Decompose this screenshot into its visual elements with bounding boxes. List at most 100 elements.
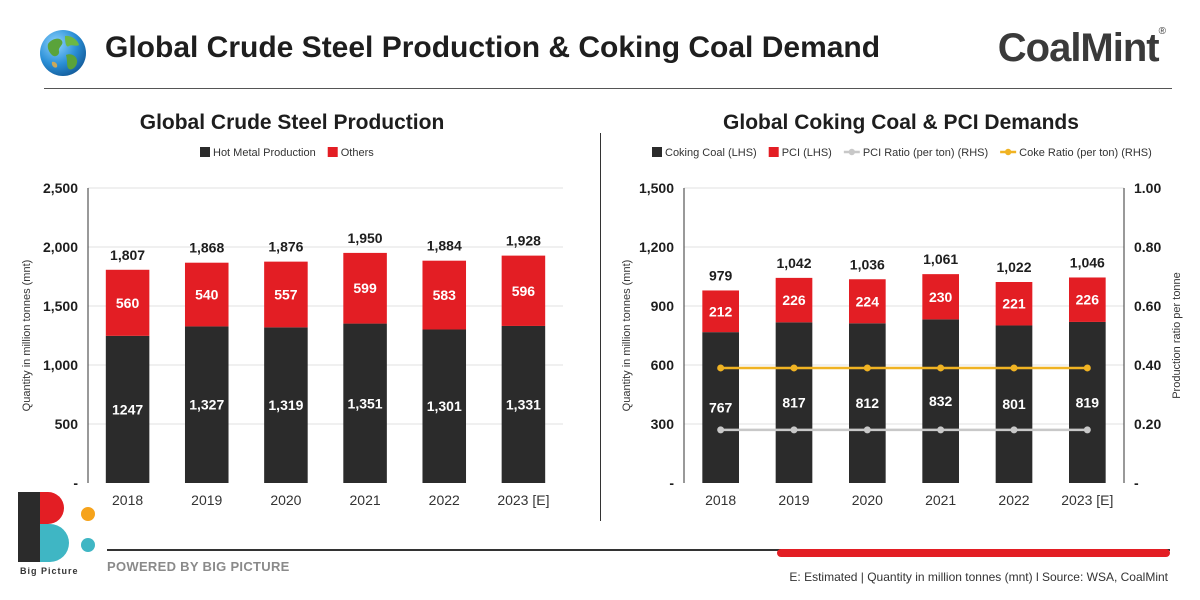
- chart1-total-label-5: 1,884: [427, 238, 462, 254]
- chart1-xtick-4: 2021: [350, 492, 381, 508]
- chart2-bar-label-1-5: 801: [1002, 396, 1026, 412]
- chart2-legend-label-3: PCI Ratio (per ton) (RHS): [863, 147, 988, 159]
- chart1-bar-1-1: [105, 335, 150, 483]
- logo-caption: Big Picture: [20, 566, 79, 576]
- chart1-total-label-3: 1,876: [268, 239, 303, 255]
- chart1-legend-swatch-1: [200, 147, 210, 157]
- chart2-total-label-6: 1,046: [1070, 254, 1105, 270]
- steel-production-chart: Global Crude Steel Production Hot Metal P…: [21, 111, 563, 508]
- chart2-line-2-point-1: [717, 364, 725, 372]
- chart2-bar-label-1-6: 819: [1076, 394, 1100, 410]
- chart2-bar-1-1: [702, 332, 739, 483]
- chart2-ytick-5: 1,200: [639, 239, 674, 255]
- chart1-bar-label-1-5: 1,301: [427, 398, 462, 414]
- chart2-total-label-4: 1,061: [923, 251, 958, 267]
- chart1-bar-1-4: [343, 323, 387, 483]
- chart2-bar-2-4: [922, 274, 959, 320]
- chart1-bar-label-2-5: 583: [433, 287, 457, 303]
- chart2-total-label-3: 1,036: [850, 256, 885, 272]
- chart1-ytick-2: 500: [55, 416, 79, 432]
- chart2-legend-label-2: PCI (LHS): [782, 147, 832, 159]
- progress-fill: [776, 549, 1170, 557]
- chart1-bar-2-2: [184, 262, 229, 327]
- powered-by-text: POWERED BY BIG PICTURE: [107, 559, 290, 574]
- chart2-y2label: Production ratio per tonne: [1171, 272, 1183, 399]
- chart1-bar-2-4: [343, 252, 387, 324]
- chart1-legend-label-1: Hot Metal Production: [213, 147, 316, 159]
- chart2-bar-label-2-2: 226: [782, 292, 806, 308]
- chart2-bar-1-2: [775, 322, 813, 483]
- brand-logo: CoalMint®: [998, 26, 1166, 71]
- chart2-bar-2-5: [995, 282, 1033, 326]
- chart2-bar-1-3: [849, 323, 886, 483]
- chart2-line-1-point-5: [1010, 426, 1018, 434]
- chart2-xtick-2: 2019: [778, 492, 809, 508]
- chart2-line-2-point-2: [790, 364, 798, 372]
- chart2-ytick-3: 600: [651, 357, 675, 373]
- chart2-title: Global Coking Coal & PCI Demands: [723, 111, 1079, 134]
- chart2-bar-label-1-2: 817: [782, 395, 806, 411]
- big-picture-logo: [18, 492, 95, 562]
- chart2-legend-swatch-2: [768, 147, 779, 157]
- chart2-line-1-point-2: [790, 426, 798, 434]
- chart2-line-1-point-4: [937, 426, 945, 434]
- chart2-bar-label-2-1: 212: [709, 303, 733, 319]
- chart1-ytick-5: 2,000: [43, 239, 78, 255]
- chart2-bar-label-2-3: 224: [856, 293, 880, 309]
- chart2-ylabel: Quantity in million tonnes (mnt): [621, 260, 633, 412]
- page-title: Global Crude Steel Production & Coking C…: [105, 31, 881, 64]
- chart2-line-1-point-6: [1083, 426, 1091, 434]
- chart2-xtick-6: 2023 [E]: [1061, 492, 1113, 508]
- chart1-bar-1-6: [501, 325, 546, 483]
- chart1-bar-1-3: [264, 327, 308, 483]
- chart2-line-2-point-3: [863, 364, 871, 372]
- chart1-bar-label-2-1: 560: [116, 295, 140, 311]
- chart1-bar-2-5: [422, 260, 467, 330]
- header-rule: [44, 88, 1172, 89]
- chart1-xtick-1: 2018: [112, 492, 143, 508]
- chart-divider: [600, 133, 601, 521]
- chart2-y2tick-3: 0.40: [1134, 357, 1161, 373]
- chart2-bar-2-2: [775, 277, 813, 323]
- chart2-total-label-5: 1,022: [996, 259, 1031, 275]
- globe-icon: [40, 30, 86, 76]
- chart2-ytick-4: 900: [651, 298, 675, 314]
- chart1-title: Global Crude Steel Production: [140, 111, 445, 134]
- chart1-ylabel: Quantity in million tonnes (mnt): [21, 260, 33, 412]
- chart2-legend-marker-4: [1004, 148, 1012, 156]
- chart2-line-1-point-3: [863, 426, 871, 434]
- chart2-line-2-point-6: [1083, 364, 1091, 372]
- chart2-ytick-6: 1,500: [639, 180, 674, 196]
- chart1-ytick-3: 1,000: [43, 357, 78, 373]
- chart1-total-label-4: 1,950: [348, 230, 383, 246]
- chart2-bar-label-2-5: 221: [1002, 296, 1026, 312]
- chart1-legend-item-1: Hot Metal Production: [200, 147, 316, 159]
- chart2-bar-label-1-3: 812: [856, 395, 880, 411]
- chart2-xtick-3: 2020: [852, 492, 883, 508]
- chart2-bar-2-6: [1069, 277, 1106, 322]
- chart2-bar-2-3: [849, 279, 886, 324]
- chart2-bar-label-1-1: 767: [709, 400, 733, 416]
- chart2-legend-item-2: PCI (LHS): [768, 147, 832, 159]
- chart2-legend-item-3: PCI Ratio (per ton) (RHS): [843, 147, 988, 159]
- chart1-bar-label-1-3: 1,319: [268, 397, 303, 413]
- chart1-legend-label-2: Others: [341, 147, 375, 159]
- chart2-y2tick-4: 0.60: [1134, 298, 1161, 314]
- chart1-total-label-2: 1,868: [189, 240, 224, 256]
- registered-mark: ®: [1158, 26, 1166, 37]
- source-footnote: E: Estimated | Quantity in million tonne…: [789, 570, 1168, 584]
- chart1-bar-2-3: [264, 261, 308, 328]
- chart1-xtick-6: 2023 [E]: [497, 492, 549, 508]
- chart2-xtick-5: 2022: [998, 492, 1029, 508]
- chart1-xtick-2: 2019: [191, 492, 222, 508]
- chart2-ytick-1: -: [669, 475, 674, 491]
- chart2-y2tick-5: 0.80: [1134, 239, 1161, 255]
- chart2-y2tick-6: 1.00: [1134, 180, 1161, 196]
- chart1-bar-1-2: [184, 326, 229, 483]
- chart1-ytick-4: 1,500: [43, 298, 78, 314]
- chart1-bar-label-1-2: 1,327: [189, 397, 224, 413]
- chart1-total-label-6: 1,928: [506, 233, 541, 249]
- chart2-bar-1-6: [1069, 321, 1106, 483]
- chart2-bar-1-4: [922, 319, 959, 483]
- chart2-line-2-point-4: [937, 364, 945, 372]
